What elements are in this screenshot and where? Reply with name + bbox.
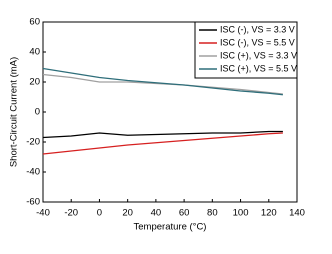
y-tick-label: 60: [29, 17, 40, 28]
x-tick-label: 20: [122, 208, 133, 219]
legend-label: ISC (+), VS = 5.5 V: [220, 63, 297, 73]
series-line: [42, 132, 283, 155]
x-tick-label: 140: [289, 208, 305, 219]
y-tick-label: 0: [35, 107, 40, 118]
x-tick-label: 60: [179, 208, 190, 219]
y-tick-label: -60: [26, 197, 40, 208]
x-tick-label: -40: [36, 208, 50, 219]
y-axis-label: Short-Circuit Current (mA): [9, 57, 20, 167]
x-tick-label: 0: [97, 208, 102, 219]
x-tick-label: 80: [207, 208, 218, 219]
legend-label: ISC (+), VS = 3.3 V: [220, 50, 297, 60]
y-tick-label: 20: [29, 77, 40, 88]
legend-label: ISC (-), VS = 3.3 V: [220, 24, 295, 34]
x-tick-label: -20: [64, 208, 78, 219]
series-line: [42, 130, 283, 139]
y-tick-label: -40: [26, 167, 40, 178]
legend-label: ISC (-), VS = 5.5 V: [220, 37, 295, 47]
x-axis-label: Temperature (°C): [134, 222, 207, 233]
x-tick-label: 100: [233, 208, 249, 219]
series-line: [42, 67, 283, 96]
y-tick-label: -20: [26, 137, 40, 148]
x-tick-label: 40: [151, 208, 162, 219]
x-tick-label: 120: [261, 208, 277, 219]
y-tick-label: 40: [29, 47, 40, 58]
